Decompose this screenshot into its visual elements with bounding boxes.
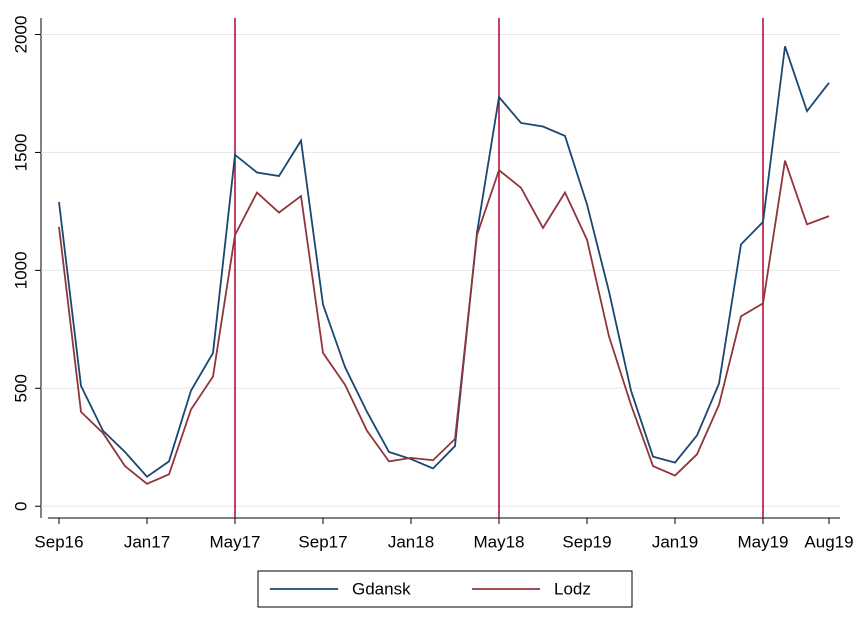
y-tick-label: 2000 <box>11 16 30 54</box>
x-tick-label: Jan17 <box>124 532 170 551</box>
x-tick-label: Aug19 <box>804 532 853 551</box>
x-tick-label: Sep19 <box>562 532 611 551</box>
legend-label: Lodz <box>554 579 591 598</box>
series-line <box>58 46 830 478</box>
x-tick-label: Jan18 <box>388 532 434 551</box>
series-line <box>58 160 830 485</box>
x-tick-label: May18 <box>473 532 524 551</box>
y-tick-label: 1500 <box>11 134 30 172</box>
x-tick-label: Sep16 <box>34 532 83 551</box>
x-tick-label: Jan19 <box>652 532 698 551</box>
x-tick-label: May19 <box>737 532 788 551</box>
y-tick-label: 1000 <box>11 251 30 289</box>
y-tick-label: 0 <box>11 501 30 510</box>
x-tick-label: Sep17 <box>298 532 347 551</box>
legend-label: Gdansk <box>352 579 411 598</box>
y-tick-label: 500 <box>11 374 30 402</box>
x-tick-label: May17 <box>209 532 260 551</box>
